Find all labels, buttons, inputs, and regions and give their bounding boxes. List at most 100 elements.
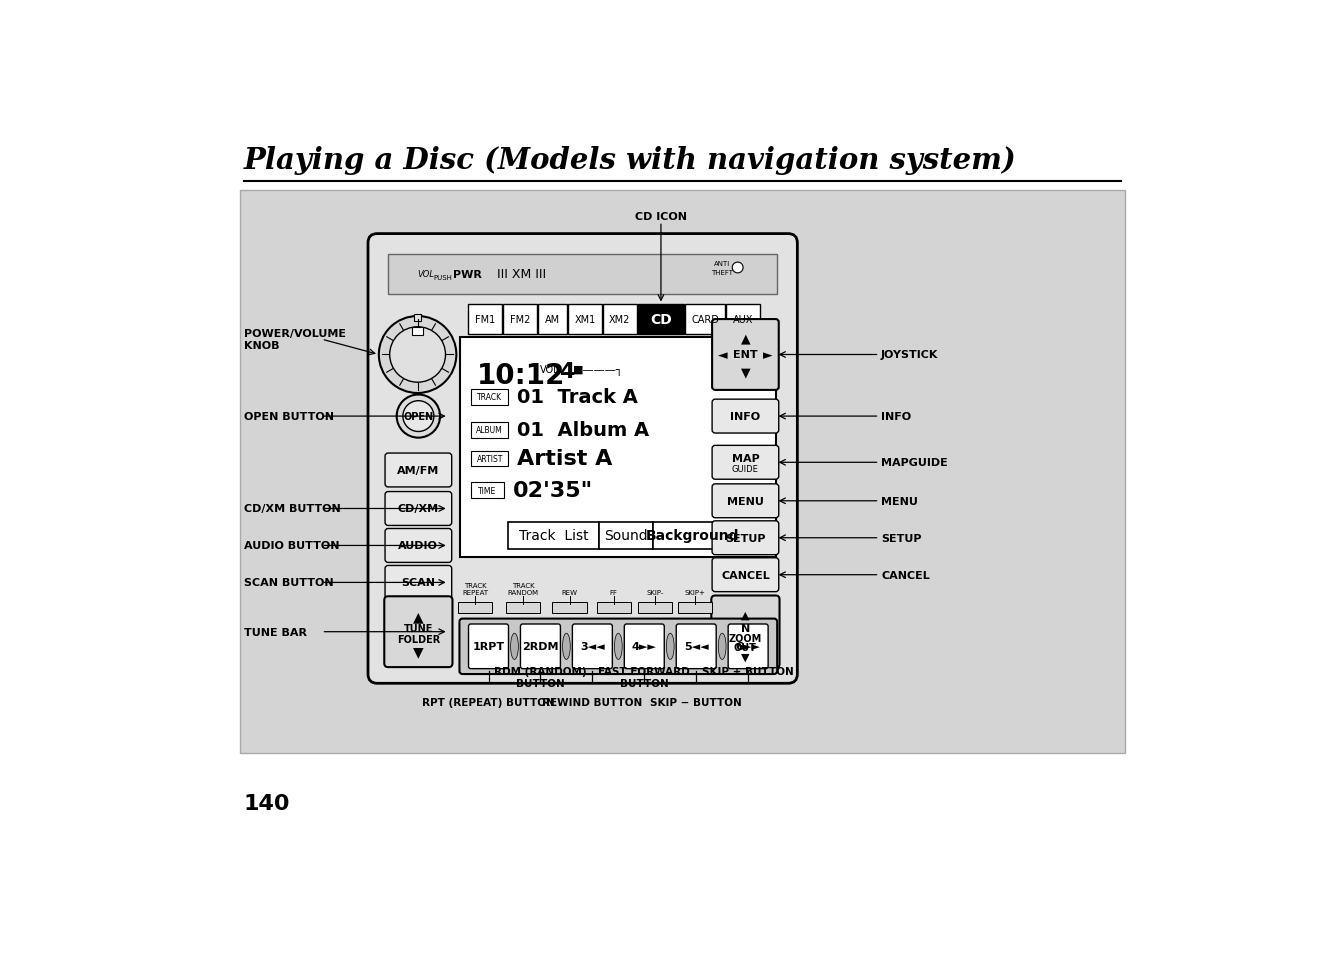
Text: PWR: PWR [453, 270, 482, 279]
Text: GUIDE: GUIDE [733, 464, 759, 474]
Text: ▲: ▲ [413, 610, 424, 623]
FancyBboxPatch shape [414, 315, 421, 322]
Text: 2RDM: 2RDM [522, 641, 558, 652]
Text: CARD: CARD [691, 314, 719, 325]
Text: INFO: INFO [880, 412, 911, 421]
Text: TIME: TIME [478, 486, 497, 495]
Text: AUDIO: AUDIO [398, 541, 438, 551]
Ellipse shape [718, 634, 726, 659]
Text: VOL: VOL [539, 364, 559, 375]
Text: FF: FF [610, 589, 618, 595]
Text: ARTIST: ARTIST [477, 455, 503, 463]
Text: JOYSTICK: JOYSTICK [880, 350, 939, 360]
FancyBboxPatch shape [625, 624, 665, 669]
Text: TUNE BAR: TUNE BAR [244, 627, 306, 637]
Text: XM1: XM1 [574, 314, 595, 325]
FancyBboxPatch shape [713, 399, 779, 434]
FancyBboxPatch shape [711, 596, 779, 668]
FancyBboxPatch shape [521, 624, 561, 669]
Text: 5◄◄: 5◄◄ [683, 641, 709, 652]
Text: AUDIO BUTTON: AUDIO BUTTON [244, 541, 340, 551]
Text: 1RPT: 1RPT [473, 641, 505, 652]
Circle shape [390, 328, 445, 383]
Text: SKIP − BUTTON: SKIP − BUTTON [650, 698, 742, 707]
Text: TRACK
RANDOM: TRACK RANDOM [507, 582, 538, 595]
Text: SETUP: SETUP [725, 533, 766, 543]
FancyBboxPatch shape [240, 192, 1126, 753]
Text: 3◄◄: 3◄◄ [579, 641, 605, 652]
Text: RPT (REPEAT) BUTTON: RPT (REPEAT) BUTTON [422, 698, 555, 707]
FancyBboxPatch shape [509, 522, 599, 550]
Text: TRACK
REPEAT: TRACK REPEAT [462, 582, 488, 595]
FancyBboxPatch shape [599, 522, 653, 550]
Text: XM2: XM2 [609, 314, 630, 325]
Text: CD ICON: CD ICON [635, 213, 687, 222]
FancyBboxPatch shape [603, 304, 637, 335]
FancyBboxPatch shape [385, 492, 452, 526]
Text: CD: CD [650, 313, 671, 327]
Text: 4: 4 [558, 361, 574, 381]
FancyBboxPatch shape [713, 484, 779, 518]
FancyBboxPatch shape [472, 483, 503, 498]
Text: 02'35": 02'35" [513, 480, 593, 500]
FancyBboxPatch shape [677, 624, 717, 669]
FancyBboxPatch shape [538, 304, 567, 335]
FancyBboxPatch shape [685, 304, 726, 335]
Text: 6►►: 6►► [735, 641, 761, 652]
Text: INFO: INFO [730, 412, 761, 421]
Text: SETUP: SETUP [880, 533, 922, 543]
FancyBboxPatch shape [653, 522, 733, 550]
Text: FM2: FM2 [510, 314, 530, 325]
Text: 140: 140 [244, 793, 290, 813]
Text: 4►►: 4►► [631, 641, 657, 652]
Text: SCAN BUTTON: SCAN BUTTON [244, 578, 333, 588]
Text: 10:12: 10:12 [477, 361, 565, 389]
FancyBboxPatch shape [472, 390, 509, 405]
FancyBboxPatch shape [573, 624, 613, 669]
Ellipse shape [510, 634, 518, 659]
Text: PUSH: PUSH [433, 274, 452, 280]
Text: AUX: AUX [733, 314, 754, 325]
FancyBboxPatch shape [567, 304, 602, 335]
Text: Track  List: Track List [518, 529, 589, 543]
FancyBboxPatch shape [713, 521, 779, 555]
Text: VOL: VOL [418, 270, 434, 279]
FancyBboxPatch shape [597, 603, 631, 614]
Circle shape [397, 395, 440, 438]
Text: REWIND BUTTON: REWIND BUTTON [542, 698, 642, 707]
FancyBboxPatch shape [553, 603, 586, 614]
Text: ENT: ENT [733, 350, 758, 360]
Circle shape [378, 316, 457, 394]
Text: ANTI: ANTI [714, 260, 730, 267]
Text: SCAN: SCAN [401, 578, 436, 588]
Text: ◄: ◄ [718, 349, 727, 361]
FancyBboxPatch shape [385, 454, 452, 487]
Ellipse shape [562, 634, 570, 659]
Text: FOLDER: FOLDER [397, 635, 440, 645]
Text: Playing a Disc (Models with navigation system): Playing a Disc (Models with navigation s… [244, 146, 1016, 174]
Text: ZOOM: ZOOM [729, 633, 762, 643]
Ellipse shape [666, 634, 674, 659]
Text: CANCEL: CANCEL [880, 570, 930, 580]
Text: ▼: ▼ [741, 653, 750, 662]
Text: Artist A: Artist A [517, 449, 613, 469]
FancyBboxPatch shape [384, 597, 453, 667]
FancyBboxPatch shape [412, 328, 424, 335]
Text: REW: REW [562, 589, 578, 595]
FancyBboxPatch shape [458, 603, 492, 614]
Text: ▼: ▼ [741, 366, 750, 378]
FancyBboxPatch shape [469, 624, 509, 669]
FancyBboxPatch shape [368, 234, 798, 683]
FancyBboxPatch shape [461, 337, 777, 558]
FancyBboxPatch shape [472, 423, 509, 438]
Text: III XM III: III XM III [497, 268, 546, 281]
FancyBboxPatch shape [638, 304, 685, 335]
Text: ALBUM: ALBUM [477, 426, 503, 435]
Text: SKIP-: SKIP- [646, 589, 663, 595]
FancyBboxPatch shape [385, 566, 452, 599]
Circle shape [733, 263, 743, 274]
Text: Sound: Sound [605, 529, 647, 543]
Text: Background: Background [646, 529, 739, 543]
Ellipse shape [614, 634, 622, 659]
Text: POWER/VOLUME
KNOB: POWER/VOLUME KNOB [244, 329, 346, 351]
